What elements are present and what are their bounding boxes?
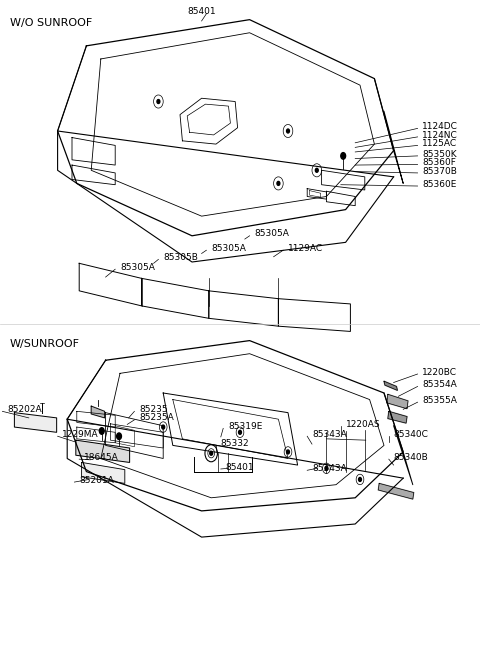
Text: 85201A: 85201A — [79, 476, 114, 485]
Polygon shape — [388, 411, 407, 423]
Polygon shape — [384, 381, 397, 390]
Text: 85235: 85235 — [139, 405, 168, 414]
Text: 85343A: 85343A — [312, 430, 347, 439]
Text: 1129AC: 1129AC — [288, 244, 323, 253]
Text: 85340B: 85340B — [394, 453, 428, 462]
Text: 1229MA: 1229MA — [62, 430, 99, 439]
Polygon shape — [91, 406, 105, 418]
Text: 1220AS: 1220AS — [346, 420, 380, 429]
Circle shape — [157, 100, 160, 103]
Text: 85370B: 85370B — [422, 166, 457, 176]
Circle shape — [162, 425, 165, 429]
Polygon shape — [387, 394, 408, 409]
Polygon shape — [76, 440, 130, 462]
Text: 85360F: 85360F — [422, 158, 456, 167]
Text: 85401: 85401 — [226, 462, 254, 472]
Circle shape — [287, 129, 289, 133]
Text: W/O SUNROOF: W/O SUNROOF — [10, 18, 92, 28]
Circle shape — [239, 430, 241, 434]
Text: 85305A: 85305A — [254, 229, 289, 238]
Circle shape — [325, 466, 328, 470]
Text: 85355A: 85355A — [422, 396, 457, 405]
Text: 85360E: 85360E — [422, 179, 457, 189]
Text: 85401: 85401 — [187, 7, 216, 16]
Text: 1220BC: 1220BC — [422, 367, 457, 377]
Text: 85305A: 85305A — [120, 263, 155, 272]
Circle shape — [210, 451, 213, 455]
Text: 85354A: 85354A — [422, 380, 457, 389]
Circle shape — [341, 153, 346, 159]
Polygon shape — [378, 483, 414, 499]
Circle shape — [315, 168, 318, 172]
Text: W/SUNROOF: W/SUNROOF — [10, 339, 80, 349]
Text: 85332: 85332 — [221, 439, 250, 448]
Circle shape — [117, 433, 121, 440]
Text: 85305A: 85305A — [211, 244, 246, 253]
Text: 85202A: 85202A — [7, 405, 42, 414]
Text: 85343A: 85343A — [312, 464, 347, 473]
Text: 18645A: 18645A — [84, 453, 119, 462]
Circle shape — [277, 181, 280, 185]
Text: 85340C: 85340C — [394, 430, 429, 439]
Circle shape — [287, 450, 289, 454]
Circle shape — [99, 428, 104, 434]
Text: 1124NC: 1124NC — [422, 130, 458, 140]
Text: 1124DC: 1124DC — [422, 122, 458, 131]
Text: 85350K: 85350K — [422, 149, 457, 159]
Text: 85319E: 85319E — [228, 422, 263, 431]
Text: 85235A: 85235A — [139, 413, 174, 422]
Polygon shape — [82, 462, 125, 483]
Polygon shape — [14, 413, 57, 432]
Circle shape — [359, 477, 361, 481]
Text: 85305B: 85305B — [163, 253, 198, 262]
Text: 1125AC: 1125AC — [422, 139, 457, 148]
